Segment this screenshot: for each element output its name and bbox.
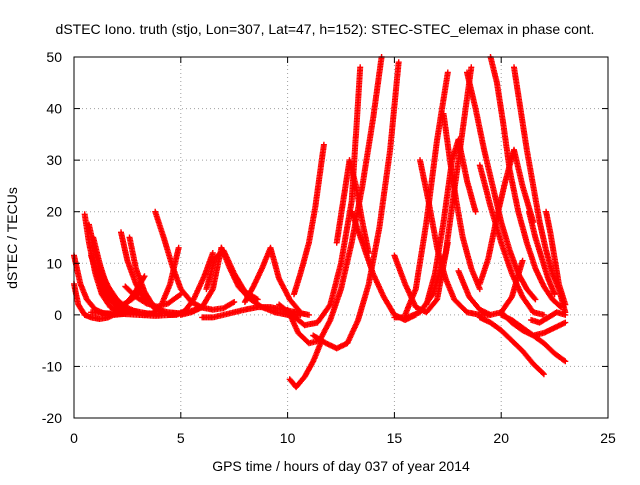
data-point-marker	[562, 311, 569, 318]
x-tick-label: 25	[600, 430, 616, 446]
x-tick-label: 10	[280, 430, 296, 446]
data-point-marker	[320, 141, 327, 148]
series-pass-45	[528, 309, 569, 326]
series-pass-44	[543, 208, 569, 308]
series-pass-20	[241, 244, 304, 316]
data-point-marker	[562, 301, 569, 308]
y-tick-label: 40	[46, 101, 62, 117]
x-tick-label: 15	[387, 430, 403, 446]
data-point-marker	[472, 208, 479, 215]
y-tick-label: 30	[46, 152, 62, 168]
series-pass-41	[476, 314, 547, 378]
series-pass-26	[333, 157, 372, 256]
data-point-marker	[562, 319, 569, 326]
data-point-marker	[296, 308, 303, 315]
x-tick-label: 0	[70, 430, 78, 446]
data-point-marker	[519, 257, 526, 264]
y-tick-label: -10	[42, 358, 62, 374]
data-point-marker	[357, 64, 364, 71]
data-point-marker	[175, 244, 182, 251]
data-point-marker	[562, 358, 569, 365]
axes-layer: 0 5 10 15 20 25 -20 -10 0 10 20 30 40 50	[42, 49, 616, 446]
series-pass-29	[391, 64, 475, 321]
series-pass-22	[284, 54, 385, 347]
series-pass-14	[141, 244, 182, 318]
series-pass-33	[423, 136, 479, 308]
y-tick-label: -20	[42, 410, 62, 426]
y-tick-label: 20	[46, 204, 62, 220]
series-pass-19	[199, 304, 312, 321]
y-tick-label: 50	[46, 49, 62, 65]
data-point-marker	[476, 286, 483, 293]
data-point-marker	[468, 64, 475, 71]
data-point-marker	[254, 296, 261, 303]
y-tick-label: 0	[54, 307, 62, 323]
data-point-marker	[395, 59, 402, 66]
data-point-marker	[540, 371, 547, 378]
data-point-marker	[231, 299, 238, 305]
data-point-marker	[306, 311, 312, 318]
plot-frame	[73, 56, 609, 419]
data-point-marker	[209, 250, 216, 256]
data-point-marker	[561, 357, 568, 364]
x-axis-label: GPS time / hours of day 037 of year 2014	[212, 458, 470, 474]
series-pass-24	[291, 141, 327, 298]
series-pass-21	[276, 64, 364, 329]
data-point-marker	[532, 296, 539, 303]
series-pass-42	[498, 311, 569, 365]
y-tick-label: 10	[46, 255, 62, 271]
chart-title: dSTEC Iono. truth (stjo, Lon=307, Lat=47…	[56, 21, 595, 37]
y-axis-label: dSTEC / TECUs	[4, 187, 20, 289]
data-point-marker	[141, 273, 148, 280]
x-tick-label: 5	[177, 430, 185, 446]
data-layer	[71, 54, 569, 391]
data-point-marker	[539, 370, 546, 377]
data-point-marker	[444, 69, 451, 76]
data-point-marker	[297, 309, 304, 316]
data-point-marker	[531, 295, 538, 302]
data-point-marker	[551, 291, 558, 298]
series-pass-43	[526, 208, 558, 298]
x-tick-label: 20	[493, 430, 509, 446]
